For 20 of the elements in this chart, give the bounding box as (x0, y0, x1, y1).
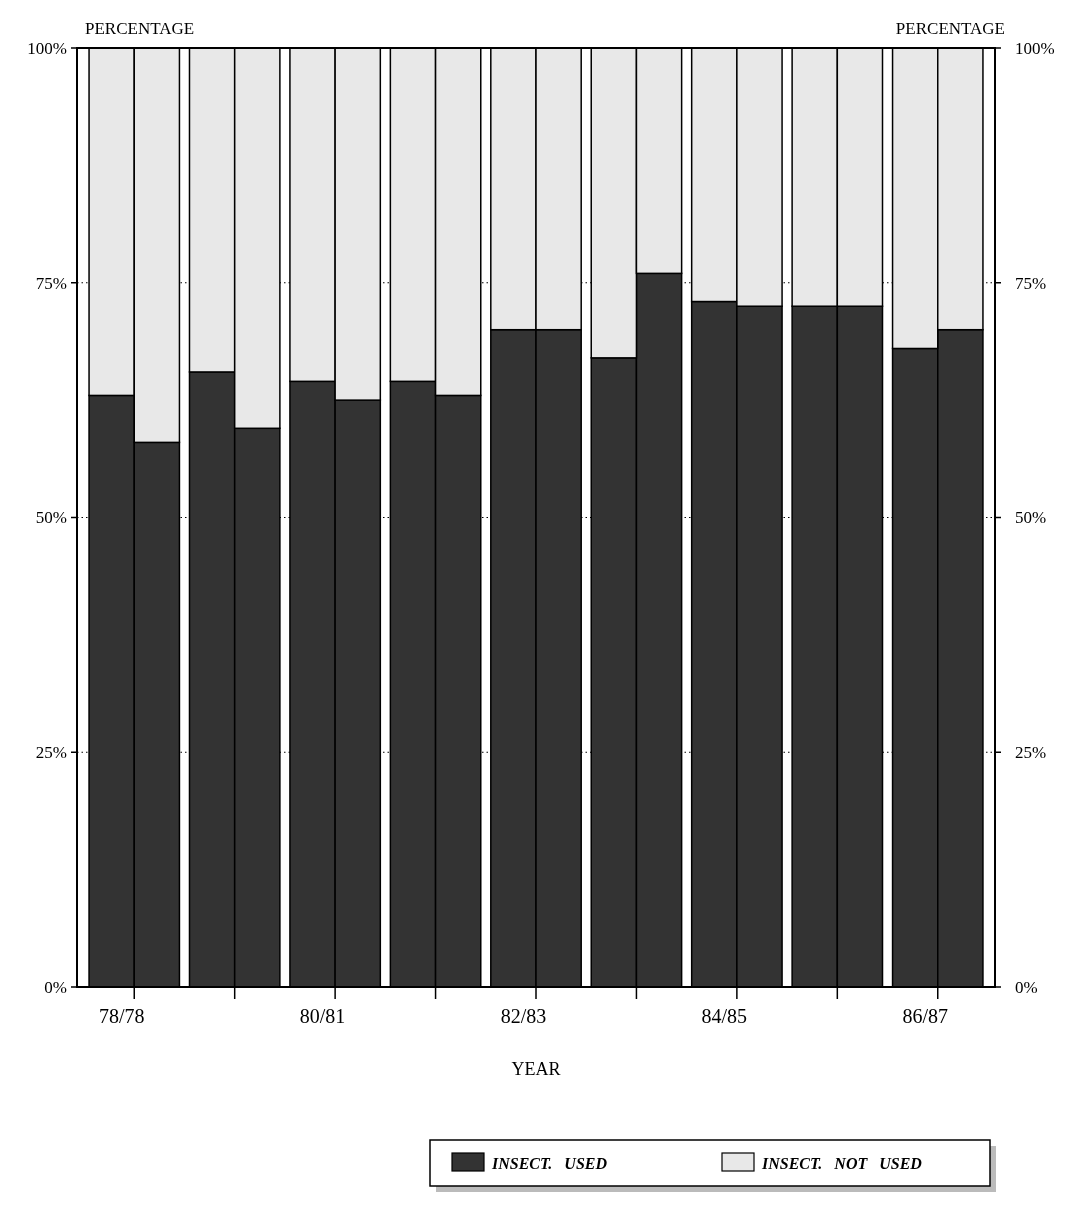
y2-tick-label: 0% (1015, 977, 1038, 997)
legend-label: INSECT. NOT USED (761, 1155, 923, 1172)
y2-tick-label: 75% (1015, 273, 1047, 293)
x-tick-label: 80/81 (299, 1005, 346, 1027)
y2-axis-title: PERCENTAGE (895, 19, 1005, 38)
y-tick-label: 100% (27, 38, 67, 58)
x-tick-label: 78/78 (98, 1005, 145, 1027)
y2-tick-label: 50% (1015, 508, 1047, 528)
legend-label: INSECT. USED (491, 1155, 608, 1172)
x-axis-title: YEAR (511, 1059, 561, 1079)
y2-tick-label: 25% (1015, 743, 1047, 763)
y-tick-label: 25% (35, 743, 67, 763)
x-tick-label: 82/83 (500, 1005, 547, 1027)
y-tick-label: 0% (44, 977, 67, 997)
y-axis-title: PERCENTAGE (85, 19, 195, 38)
y-tick-label: 75% (35, 273, 67, 293)
y2-tick-label: 100% (1015, 38, 1055, 58)
y-tick-label: 50% (35, 508, 67, 528)
x-tick-label: 86/87 (902, 1005, 948, 1027)
x-tick-label: 84/85 (701, 1005, 748, 1027)
